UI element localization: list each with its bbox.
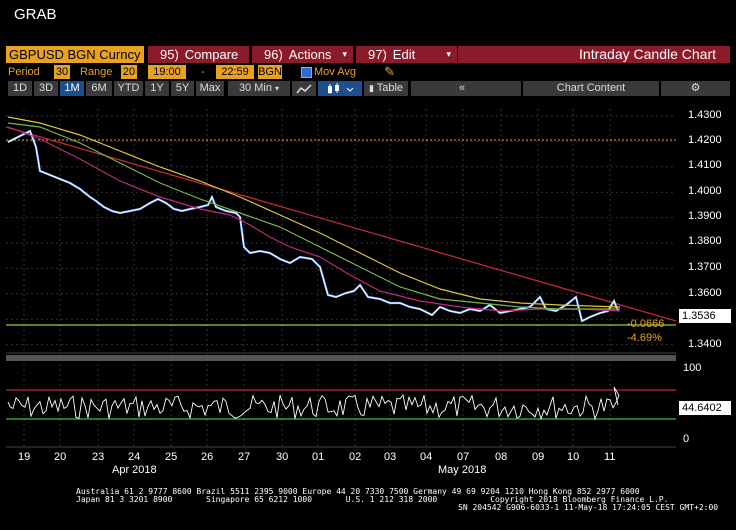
price-series <box>7 130 619 322</box>
price-tick-label: 1.3600 <box>688 287 722 299</box>
rsi-last-label: 44.6402 <box>679 401 731 415</box>
change-pct-label: -4.69% <box>627 332 662 344</box>
actions-number: 96) <box>264 47 283 62</box>
edit-label: Edit <box>392 47 416 62</box>
range-button-6m[interactable]: 6M <box>86 81 112 96</box>
price-shadow-series <box>7 129 620 323</box>
chart-content-label: Chart Content <box>556 82 626 94</box>
price-panel <box>5 109 677 447</box>
bar-chart-icon: ▮ <box>368 83 374 93</box>
month-label-apr: Apr 2018 <box>112 464 157 476</box>
interval-label: 30 Min <box>238 82 272 94</box>
day-tick-label: 10 <box>567 451 580 463</box>
price-tick-label: 1.3400 <box>688 338 722 350</box>
compare-label: Compare <box>184 47 239 62</box>
day-tick-label: 09 <box>532 451 545 463</box>
time-end-input[interactable]: 22:59 <box>216 65 254 79</box>
day-tick-label: 19 <box>18 451 31 463</box>
rsi-series <box>7 386 620 421</box>
time-range-dash: - <box>201 66 205 78</box>
gear-icon[interactable]: ⚙ <box>661 81 730 96</box>
compare-button[interactable]: 95) Compare <box>148 46 249 63</box>
edit-menu-button[interactable]: 97) Edit ▾ <box>356 46 457 63</box>
day-tick-label: 11 <box>604 451 616 463</box>
range-button-1d[interactable]: 1D <box>8 81 32 96</box>
moving-average-slow <box>7 116 621 308</box>
month-label-may: May 2018 <box>438 464 487 476</box>
change-abs-label: -0.0666 <box>627 318 665 330</box>
rsi-tick-0: 0 <box>683 433 690 445</box>
price-tick-label: 1.3900 <box>688 210 722 222</box>
day-tick-label: 23 <box>92 451 105 463</box>
day-tick-label: 26 <box>201 451 214 463</box>
day-tick-label: 01 <box>312 451 325 463</box>
period-label: Period <box>8 66 40 78</box>
period-input[interactable]: 30 <box>54 65 70 79</box>
price-tick-label: 1.4000 <box>688 185 722 197</box>
footer-contacts-line2: Japan 81 3 3201 8900 Singapore 65 6212 1… <box>76 495 669 504</box>
candle-icon[interactable] <box>318 81 362 96</box>
price-tick-label: 1.3700 <box>688 261 722 273</box>
mov-avg-label: Mov Avg <box>314 66 356 78</box>
interval-select[interactable]: 30 Min ▾ <box>228 81 290 96</box>
rsi-tick-100: 100 <box>683 362 702 374</box>
table-label: Table <box>376 82 404 94</box>
line-chart-icon[interactable] <box>292 81 316 96</box>
range-button-1y[interactable]: 1Y <box>145 81 169 96</box>
range-button-5y[interactable]: 5Y <box>171 81 194 96</box>
day-tick-label: 24 <box>128 451 141 463</box>
day-tick-label: 25 <box>165 451 178 463</box>
chart-area <box>5 109 677 448</box>
day-tick-label: 20 <box>54 451 67 463</box>
range-button-max[interactable]: Max <box>196 81 224 96</box>
day-tick-label: 02 <box>349 451 362 463</box>
moving-average-fast <box>7 126 621 312</box>
footer-session-line: SN 204542 G906-6033-1 11-May-18 17:24:05… <box>458 503 719 512</box>
range-button-3d[interactable]: 3D <box>34 81 58 96</box>
day-tick-label: 07 <box>457 451 470 463</box>
actions-label: Actions <box>288 47 332 62</box>
price-tick-label: 1.4200 <box>688 134 722 146</box>
chevron-down-icon: ▾ <box>446 49 451 59</box>
range-label: Range <box>80 66 113 78</box>
chart-content-button[interactable]: Chart Content <box>523 81 659 96</box>
range-button-ytd[interactable]: YTD <box>114 81 143 96</box>
range-input[interactable]: 20 <box>121 65 137 79</box>
time-start-input[interactable]: 19:00 <box>148 65 186 79</box>
pencil-icon[interactable]: ✎ <box>384 64 395 79</box>
day-tick-label: 04 <box>420 451 433 463</box>
trendline <box>5 126 677 322</box>
source-input[interactable]: BGN <box>258 65 282 79</box>
range-button-1m[interactable]: 1M <box>60 81 84 96</box>
chevron-down-icon: ▾ <box>275 84 280 93</box>
chevron-down-icon: ▾ <box>342 49 347 59</box>
day-tick-label: 03 <box>384 451 397 463</box>
table-button[interactable]: ▮ Table <box>364 81 408 96</box>
security-ticker-field[interactable]: GBPUSD BGN Curncy <box>6 46 144 63</box>
price-tick-label: 1.3800 <box>688 235 722 247</box>
day-tick-label: 27 <box>238 451 251 463</box>
moving-average-mid <box>7 122 620 310</box>
price-tick-label: 1.4300 <box>688 109 722 121</box>
last-price-label: 1.3536 <box>679 309 731 323</box>
price-tick-label: 1.4100 <box>688 159 722 171</box>
actions-menu-button[interactable]: 96) Actions ▾ <box>252 46 353 63</box>
footer-contacts-line1: Australia 61 2 9777 8600 Brazil 5511 239… <box>76 487 640 496</box>
rsi-panel <box>6 355 676 448</box>
grab-label: GRAB <box>14 6 57 23</box>
day-tick-label: 08 <box>495 451 508 463</box>
mov-avg-checkbox[interactable] <box>301 67 312 78</box>
edit-number: 97) <box>368 47 387 62</box>
compare-number: 95) <box>160 47 179 62</box>
chart-title: Intraday Candle Chart <box>458 46 730 63</box>
back-button[interactable]: « <box>411 81 521 96</box>
day-tick-label: 30 <box>276 451 289 463</box>
panel-divider <box>6 355 676 361</box>
